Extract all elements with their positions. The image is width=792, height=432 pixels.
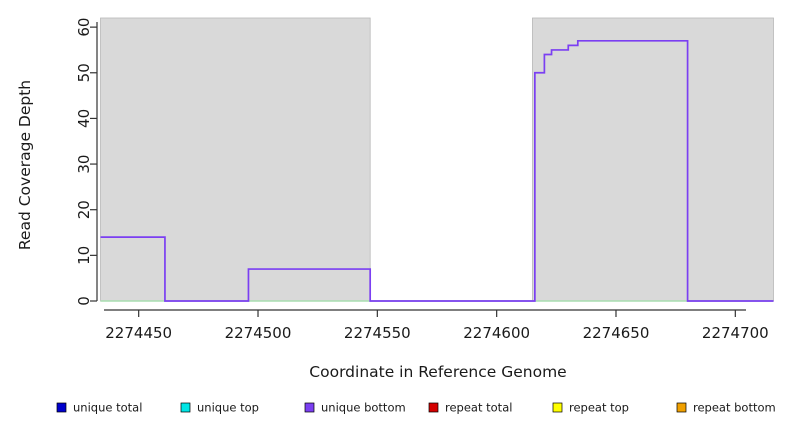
legend-swatch-repeat-total — [428, 402, 439, 413]
legend-swatch-unique-bottom — [304, 402, 315, 413]
legend-label-unique-top: unique top — [197, 401, 259, 415]
x-tick-labels: 2274450 2274500 2274550 2274600 2274650 22747… — [105, 310, 769, 342]
legend-label-unique-bottom: unique bottom — [321, 401, 406, 415]
shaded-region — [532, 17, 774, 302]
legend-label-repeat-bottom: repeat bottom — [693, 401, 776, 415]
coverage-series-group — [100, 39, 774, 302]
y-tick-label: 10 — [75, 246, 93, 265]
legend-label-repeat-total: repeat total — [445, 401, 512, 415]
shaded-region — [100, 17, 371, 302]
x-tick-label: 2274700 — [702, 324, 769, 342]
legend-label-repeat-top: repeat top — [569, 401, 629, 415]
y-tick-label: 0 — [75, 296, 93, 306]
legend-swatch-unique-top — [180, 402, 191, 413]
y-tick-labels: 0 10 20 30 40 50 60 — [75, 18, 97, 306]
y-tick-label: 40 — [75, 109, 93, 128]
x-tick-label: 2274550 — [344, 324, 411, 342]
y-tick-label: 60 — [75, 18, 93, 37]
shaded-regions-group — [100, 17, 774, 302]
y-tick-label: 50 — [75, 63, 93, 82]
x-tick-label: 2274650 — [583, 324, 650, 342]
legend-swatch-repeat-bottom — [676, 402, 687, 413]
x-tick-label: 2274500 — [225, 324, 292, 342]
legend-label-unique-total: unique total — [73, 401, 142, 415]
x-axis-title: Coordinate in Reference Genome — [309, 363, 566, 381]
y-tick-label: 20 — [75, 200, 93, 219]
y-tick-label: 30 — [75, 155, 93, 174]
legend-swatch-repeat-top — [552, 402, 563, 413]
x-tick-label: 2274450 — [105, 324, 172, 342]
chart-legend: unique total unique top unique bottom repea… — [56, 401, 776, 415]
legend-swatch-unique-total — [56, 402, 67, 413]
y-axis-title: Read Coverage Depth — [16, 80, 34, 250]
series-line-unique-bottom — [100, 39, 774, 302]
x-tick-label: 2274600 — [463, 324, 530, 342]
